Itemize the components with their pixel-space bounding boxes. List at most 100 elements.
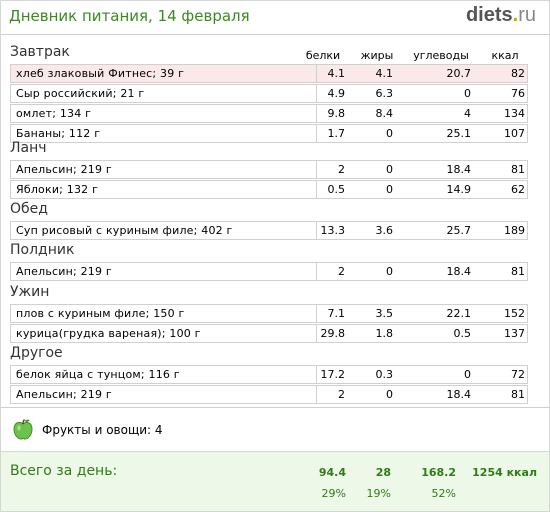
food-name: омлет; 134 г <box>16 107 92 120</box>
logo-tld: ru <box>518 4 536 26</box>
row-separator <box>316 105 317 122</box>
food-protein: 9.8 <box>327 107 346 120</box>
food-fat: 0 <box>386 163 393 176</box>
col-header-protein: белки <box>305 49 341 62</box>
food-row[interactable]: Сыр российский; 21 г 4.9 6.3 0 76 <box>10 84 528 103</box>
food-carbs: 22.1 <box>446 307 472 320</box>
row-separator <box>316 161 317 178</box>
total-kcal: 1254 ккал <box>472 466 537 479</box>
food-carbs: 14.9 <box>446 183 472 196</box>
food-row[interactable]: Суп рисовый с куриным филе; 402 г 13.3 3.6… <box>10 221 528 240</box>
food-kcal: 137 <box>504 327 525 340</box>
food-name: белок яйца с тунцом; 116 г <box>16 368 180 381</box>
food-row[interactable]: омлет; 134 г 9.8 8.4 4 134 <box>10 104 528 123</box>
food-carbs: 18.4 <box>446 265 472 278</box>
food-protein: 4.1 <box>327 67 346 80</box>
food-name: хлеб злаковый Фитнес; 39 г <box>16 67 185 80</box>
food-kcal: 82 <box>511 67 525 80</box>
site-logo[interactable]: diets.ru <box>466 4 536 27</box>
food-fat: 1.8 <box>375 327 394 340</box>
food-carbs: 0 <box>464 368 471 381</box>
food-row[interactable]: плов с куриным филе; 150 г 7.1 3.5 22.1 152 <box>10 304 528 323</box>
total-carbs: 168.2 <box>421 466 456 479</box>
food-row[interactable]: Апельсин; 219 г 2 0 18.4 81 <box>10 160 528 179</box>
food-fat: 0 <box>386 127 393 140</box>
food-protein: 2 <box>338 388 345 401</box>
food-row[interactable]: хлеб злаковый Фитнес; 39 г 4.1 4.1 20.7 82 <box>10 64 528 83</box>
food-row[interactable]: Апельсин; 219 г 2 0 18.4 81 <box>10 385 528 404</box>
logo-dot: . <box>512 4 519 26</box>
food-name: Бананы; 112 г <box>16 127 101 140</box>
food-fat: 0.3 <box>375 368 394 381</box>
food-kcal: 134 <box>504 107 525 120</box>
food-name: курица(грудка вареная); 100 г <box>16 327 201 340</box>
food-protein: 1.7 <box>327 127 346 140</box>
food-kcal: 152 <box>504 307 525 320</box>
row-separator <box>316 325 317 342</box>
food-carbs: 18.4 <box>446 388 472 401</box>
food-fat: 0 <box>386 183 393 196</box>
daily-total-panel: Всего за день: 94.4 28 168.2 1254 ккал 2… <box>1 451 549 511</box>
row-separator <box>316 181 317 198</box>
row-separator <box>316 125 317 142</box>
food-name: Апельсин; 219 г <box>16 163 112 176</box>
row-separator <box>316 65 317 82</box>
food-protein: 2 <box>338 265 345 278</box>
row-separator <box>316 366 317 383</box>
food-kcal: 189 <box>504 224 525 237</box>
food-kcal: 81 <box>511 265 525 278</box>
food-protein: 2 <box>338 163 345 176</box>
total-protein-pct: 29% <box>321 487 346 500</box>
header-divider <box>1 34 549 35</box>
fruits-divider <box>1 407 549 408</box>
food-row[interactable]: Яблоки; 132 г 0.5 0 14.9 62 <box>10 180 528 199</box>
meal-section-title: Полдник <box>10 242 75 258</box>
food-kcal: 107 <box>504 127 525 140</box>
food-carbs: 4 <box>464 107 471 120</box>
total-fat: 28 <box>375 466 391 479</box>
food-kcal: 81 <box>511 163 525 176</box>
food-row[interactable]: Апельсин; 219 г 2 0 18.4 81 <box>10 262 528 281</box>
food-kcal: 81 <box>511 388 525 401</box>
food-row[interactable]: Бананы; 112 г 1.7 0 25.1 107 <box>10 124 528 143</box>
food-name: Сыр российский; 21 г <box>16 87 145 100</box>
food-fat: 0 <box>386 388 393 401</box>
food-kcal: 72 <box>511 368 525 381</box>
meal-section-title: Ланч <box>10 140 47 156</box>
meal-section-title: Ужин <box>10 284 50 300</box>
total-fat-pct: 19% <box>366 487 391 500</box>
food-carbs: 25.1 <box>446 127 472 140</box>
col-header-fat: жиры <box>360 49 394 62</box>
daily-total-label: Всего за день: <box>10 463 118 479</box>
food-carbs: 0 <box>464 87 471 100</box>
food-row[interactable]: курица(грудка вареная); 100 г 29.8 1.8 0.5 1… <box>10 324 528 343</box>
food-fat: 4.1 <box>375 67 394 80</box>
food-fat: 3.5 <box>375 307 394 320</box>
logo-main: diets <box>465 4 513 26</box>
food-fat: 3.6 <box>375 224 394 237</box>
food-carbs: 18.4 <box>446 163 472 176</box>
meal-section-title: Обед <box>10 201 48 217</box>
food-fat: 8.4 <box>375 107 394 120</box>
row-separator <box>316 386 317 403</box>
food-name: Апельсин; 219 г <box>16 388 112 401</box>
food-name: Суп рисовый с куриным филе; 402 г <box>16 224 233 237</box>
food-protein: 17.2 <box>320 368 346 381</box>
row-separator <box>316 263 317 280</box>
food-protein: 29.8 <box>320 327 346 340</box>
meal-section-title: Завтрак <box>10 44 70 60</box>
row-separator <box>316 305 317 322</box>
row-separator <box>316 85 317 102</box>
food-protein: 4.9 <box>327 87 346 100</box>
total-carbs-pct: 52% <box>431 487 456 500</box>
food-protein: 13.3 <box>320 224 346 237</box>
col-header-carbs: углеводы <box>413 49 469 62</box>
food-row[interactable]: белок яйца с тунцом; 116 г 17.2 0.3 0 72 <box>10 365 528 384</box>
food-protein: 7.1 <box>327 307 346 320</box>
food-carbs: 0.5 <box>453 327 472 340</box>
food-carbs: 20.7 <box>446 67 472 80</box>
food-name: Апельсин; 219 г <box>16 265 112 278</box>
total-protein: 94.4 <box>318 466 346 479</box>
food-name: плов с куриным филе; 150 г <box>16 307 185 320</box>
food-fat: 6.3 <box>375 87 394 100</box>
